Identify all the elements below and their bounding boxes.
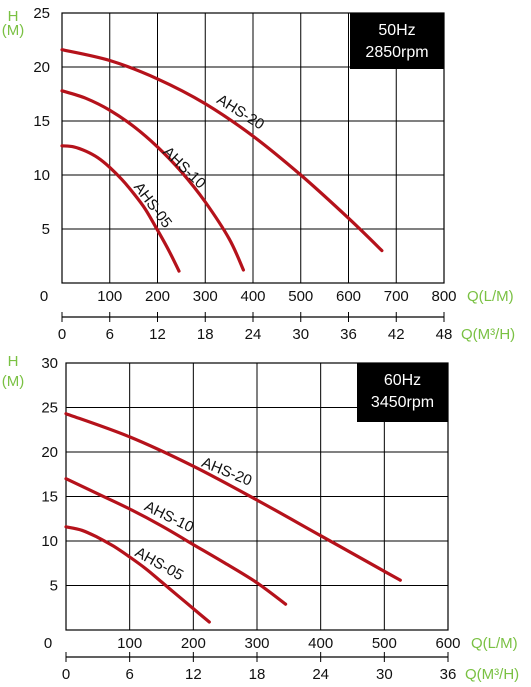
x-tick-label-m3h: 24 (245, 326, 262, 343)
x-tick-label-m3h: 48 (436, 326, 453, 343)
x-tick-label-lpm: 600 (336, 288, 361, 305)
badge-rpm: 2850rpm (365, 44, 428, 61)
x-axis-label-lpm: Q(L/M) (471, 635, 518, 652)
badge-frequency: 60Hz (384, 372, 421, 389)
x-axis-label-lpm: Q(L/M) (467, 288, 514, 305)
y-axis-label: H (8, 8, 19, 25)
plot-frame (65, 362, 449, 631)
x-axis-label-m3h: Q(M³/H) (461, 326, 515, 343)
x-tick-label-lpm: 200 (145, 288, 170, 305)
x-tick-label-lpm: 800 (431, 288, 456, 305)
y-tick-label: 5 (42, 221, 50, 238)
y-tick-label: 15 (41, 489, 58, 506)
plot-frame (61, 12, 445, 284)
curve-ahs-20 (64, 412, 402, 582)
x-tick-label-lpm: 500 (372, 635, 397, 652)
y-axis-unit-label: (M) (2, 22, 25, 39)
x-tick-label-lpm: 200 (181, 635, 206, 652)
curve-ahs-10 (60, 89, 245, 272)
x-tick-label-m3h: 36 (440, 666, 457, 683)
curve-ahs-05 (64, 525, 211, 624)
x-tick-label-lpm: 400 (308, 635, 333, 652)
curve-ahs-05 (60, 144, 181, 273)
x-tick-label-lpm: 0 (40, 288, 48, 305)
x-tick-label-m3h: 24 (312, 666, 329, 683)
y-tick-label: 10 (41, 533, 58, 550)
x-tick-label-m3h: 18 (197, 326, 214, 343)
x-tick-label-lpm: 300 (244, 635, 269, 652)
speed-badge (350, 13, 444, 69)
curve-label-ahs-10: AHS-10 (159, 143, 209, 192)
x-tick-label-m3h: 12 (149, 326, 166, 343)
x-tick-label-lpm: 500 (288, 288, 313, 305)
y-tick-label: 5 (50, 578, 58, 595)
x-tick-label-m3h: 12 (185, 666, 202, 683)
x-tick-label-lpm: 100 (97, 288, 122, 305)
y-axis-unit-label: (M) (2, 373, 25, 390)
badge-frequency: 50Hz (378, 22, 415, 39)
x-tick-label-lpm: 700 (384, 288, 409, 305)
y-tick-label: 20 (33, 59, 50, 76)
speed-badge (357, 363, 448, 422)
x-tick-label-m3h: 0 (58, 326, 66, 343)
y-tick-label: 25 (33, 5, 50, 22)
y-tick-label: 25 (41, 400, 58, 417)
x-tick-label-m3h: 6 (125, 666, 133, 683)
x-axis-label-m3h: Q(M³/H) (465, 666, 519, 683)
y-axis-label: H (8, 353, 19, 370)
x-tick-label-m3h: 42 (388, 326, 405, 343)
y-tick-label: 30 (41, 355, 58, 372)
x-tick-label-lpm: 400 (240, 288, 265, 305)
y-tick-label: 15 (33, 113, 50, 130)
x-tick-label-m3h: 0 (62, 666, 70, 683)
x-tick-label-m3h: 18 (249, 666, 266, 683)
x-tick-label-m3h: 36 (340, 326, 357, 343)
x-tick-label-lpm: 0 (44, 635, 52, 652)
x-tick-label-lpm: 100 (117, 635, 142, 652)
y-tick-label: 20 (41, 444, 58, 461)
x-tick-label-m3h: 6 (106, 326, 114, 343)
badge-rpm: 3450rpm (371, 394, 434, 411)
curve-ahs-20 (60, 48, 384, 253)
curve-ahs-10 (64, 477, 288, 606)
x-tick-label-m3h: 30 (292, 326, 309, 343)
x-tick-label-m3h: 30 (376, 666, 393, 683)
x-tick-label-lpm: 300 (193, 288, 218, 305)
y-tick-label: 10 (33, 167, 50, 184)
x-tick-label-lpm: 600 (435, 635, 460, 652)
